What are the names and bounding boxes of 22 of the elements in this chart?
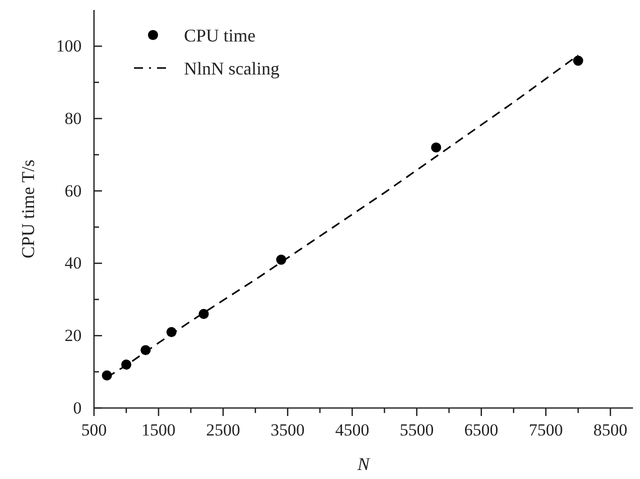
point xyxy=(198,308,209,319)
y-tick-label: 20 xyxy=(64,326,82,346)
y-tick-label: 60 xyxy=(64,181,82,200)
x-tick-label: 8500 xyxy=(593,420,628,440)
legend-label: CPU time xyxy=(184,25,256,46)
point xyxy=(573,56,584,66)
x-tick-label: 1500 xyxy=(142,420,176,440)
x-tick-label: 7500 xyxy=(528,420,563,440)
y-tick-label: 80 xyxy=(64,108,82,128)
x-tick-label: 2500 xyxy=(206,420,240,440)
x-tick-label: 3500 xyxy=(270,420,305,440)
x-tick-label: 4500 xyxy=(335,420,370,440)
y-tick-label: 0 xyxy=(73,398,82,418)
legend-label: NlnN scaling xyxy=(184,58,280,78)
x-tick-label: 6500 xyxy=(464,420,498,440)
x-axis-title: N xyxy=(356,454,370,474)
x-tick-label: 500 xyxy=(81,420,107,440)
x-tick-label: 5500 xyxy=(400,420,434,440)
y-tick-label: 100 xyxy=(56,36,82,56)
y-axis-title: CPU time T/s xyxy=(18,160,38,258)
y-tick-label: 40 xyxy=(64,254,82,273)
point xyxy=(431,142,442,153)
